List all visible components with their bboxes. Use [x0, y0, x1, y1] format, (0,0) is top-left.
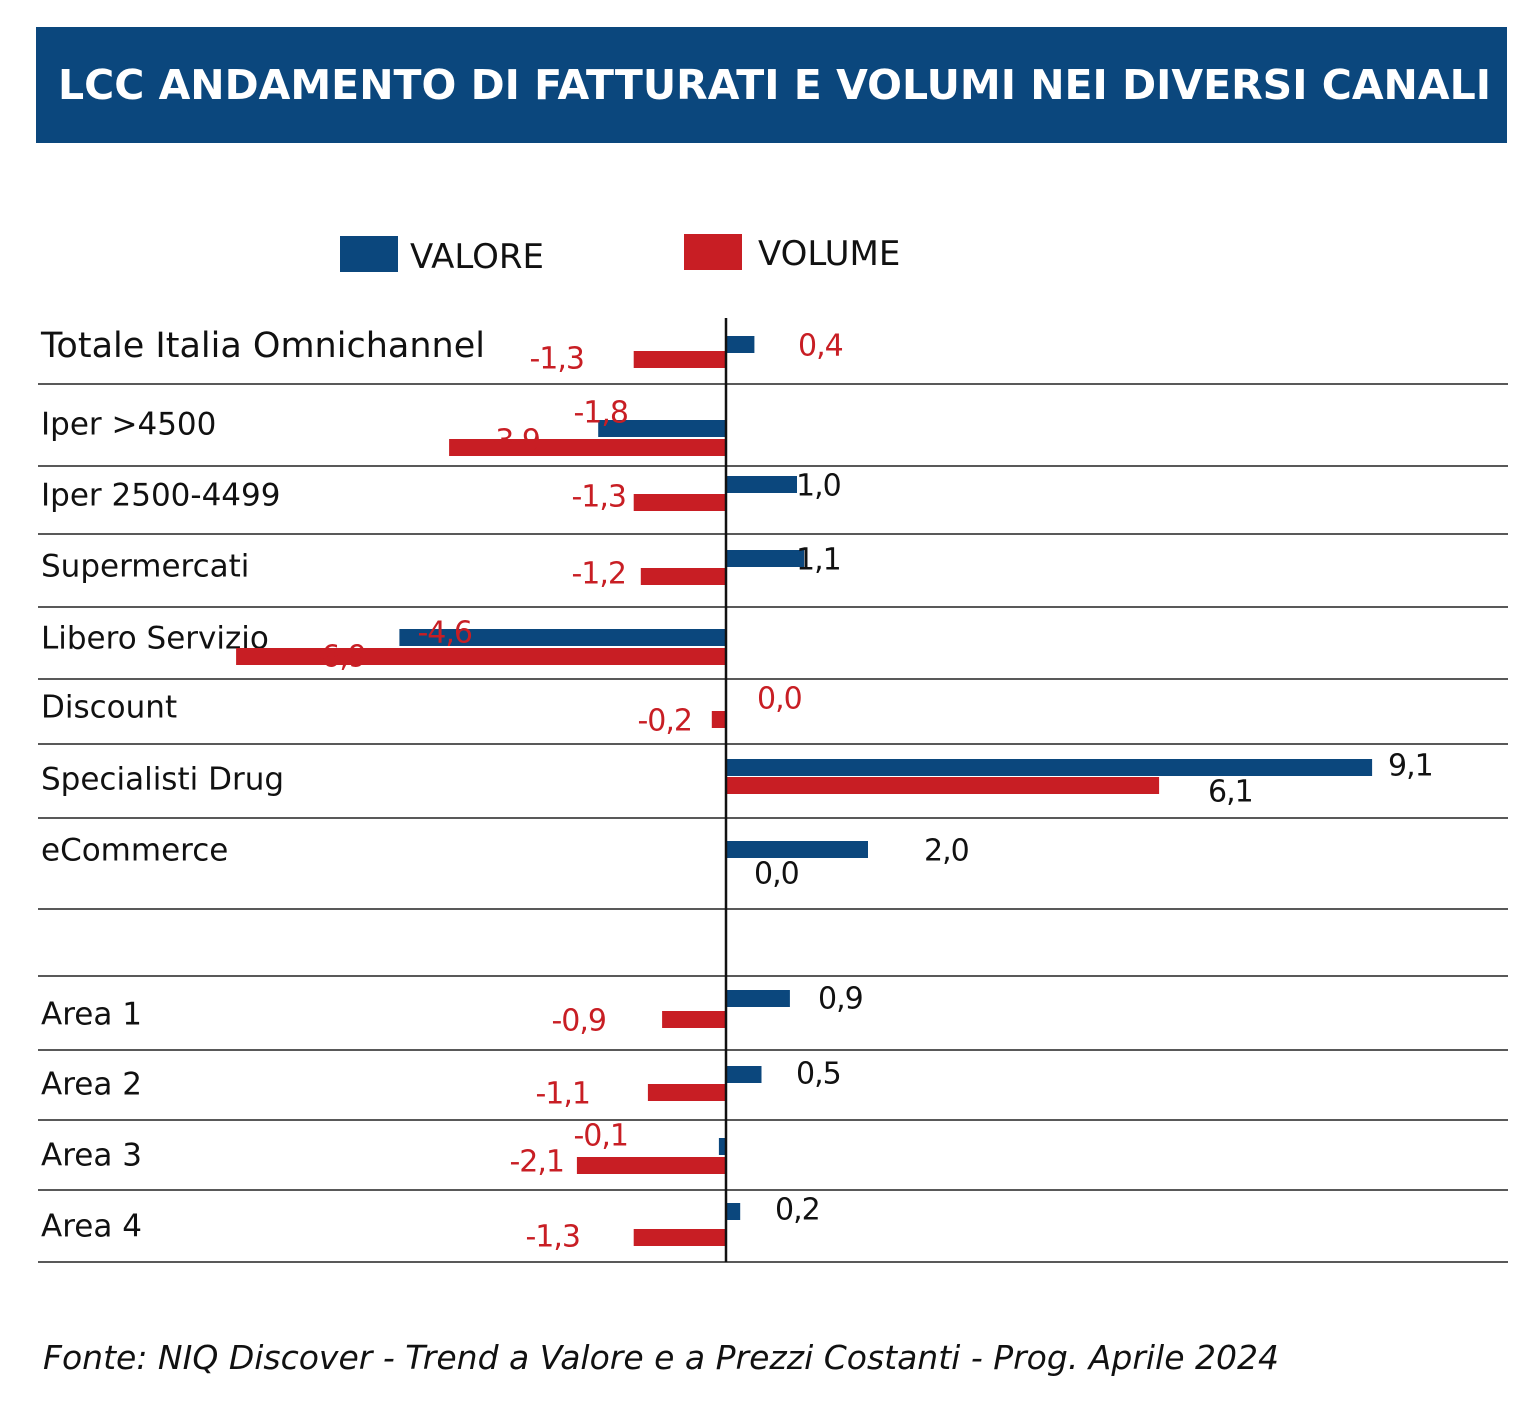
data-label: 0,2	[775, 1193, 820, 1228]
bar-volume	[640, 568, 726, 585]
bar-volume	[647, 1084, 726, 1101]
data-label: 6,1	[1208, 775, 1253, 810]
bar-volume	[662, 1011, 726, 1028]
data-label: 1,1	[796, 543, 841, 578]
bar-volume	[633, 1229, 726, 1246]
data-label: 9,1	[1388, 749, 1433, 784]
data-label: -1,3	[525, 1220, 580, 1255]
bar-volume	[576, 1157, 726, 1174]
data-label: -0,9	[551, 1004, 606, 1039]
bar-valore	[726, 476, 797, 493]
chart-title: LCC ANDAMENTO DI FATTURATI E VOLUMI NEI …	[58, 61, 1491, 109]
data-label: 0,5	[796, 1057, 841, 1092]
data-label: -2,1	[509, 1145, 564, 1180]
bar-valore	[726, 336, 755, 353]
category-label: Area 4	[41, 1209, 142, 1245]
category-label: Supermercati	[41, 549, 249, 585]
bar-volume	[726, 777, 1160, 794]
bar-volume	[711, 711, 726, 728]
category-label: Libero Servizio	[41, 621, 269, 657]
category-label: Iper >4500	[41, 407, 216, 443]
source-note: Fonte: NIQ Discover - Trend a Valore e a…	[43, 1338, 1280, 1377]
data-label: -6,9	[311, 640, 366, 675]
data-label: 1,0	[796, 469, 841, 504]
category-label: Specialisti Drug	[41, 762, 284, 798]
bar-volume	[236, 648, 726, 665]
data-label: 0,0	[757, 682, 802, 717]
data-label: -3,9	[485, 424, 540, 459]
title-bar: LCC ANDAMENTO DI FATTURATI E VOLUMI NEI …	[36, 27, 1507, 143]
legend-swatch-valore	[340, 236, 398, 272]
bar-valore	[726, 550, 805, 567]
data-label: 0,0	[754, 857, 799, 892]
data-label: -1,1	[535, 1077, 590, 1112]
bar-valore	[726, 990, 790, 1007]
bar-valore	[718, 1138, 726, 1155]
category-label: Iper 2500-4499	[41, 478, 280, 514]
bar-valore	[399, 629, 726, 646]
bar-volume	[633, 351, 726, 368]
bar-valore	[726, 1066, 762, 1083]
bar-valore	[726, 841, 868, 858]
legend-label-volume: VOLUME	[758, 234, 900, 274]
category-label: Area 1	[41, 997, 142, 1033]
bar-valore	[598, 420, 726, 437]
bar-valore	[726, 759, 1373, 776]
data-label: -4,6	[417, 616, 472, 651]
legend-label-valore: VALORE	[410, 237, 544, 277]
data-label: -0,2	[637, 704, 692, 739]
data-label: -1,2	[571, 557, 626, 592]
category-label: Totale Italia Omnichannel	[40, 326, 485, 366]
data-label: 0,4	[798, 329, 843, 364]
data-label: -0,1	[573, 1119, 628, 1154]
category-label: eCommerce	[41, 833, 228, 869]
bar-volume	[633, 494, 726, 511]
data-label: 2,0	[924, 834, 969, 869]
bar-volume	[449, 439, 726, 456]
data-label: 0,9	[818, 982, 863, 1017]
category-label: Area 2	[41, 1067, 142, 1103]
data-label: -1,3	[571, 480, 626, 515]
data-label: -1,3	[529, 342, 584, 377]
bar-valore	[726, 1203, 741, 1220]
data-label: -1,8	[573, 396, 628, 431]
legend-swatch-volume	[684, 234, 742, 270]
category-label: Discount	[41, 690, 177, 726]
category-label: Area 3	[41, 1138, 142, 1174]
